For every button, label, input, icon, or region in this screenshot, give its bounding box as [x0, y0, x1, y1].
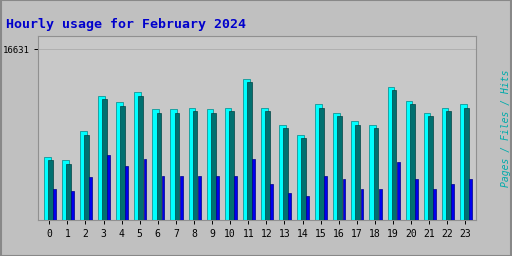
Bar: [351, 121, 358, 220]
Bar: [71, 191, 74, 220]
Bar: [157, 113, 161, 220]
Bar: [325, 176, 327, 220]
Bar: [388, 87, 394, 220]
Bar: [66, 164, 71, 220]
Bar: [80, 131, 87, 220]
Bar: [120, 106, 125, 220]
Bar: [170, 109, 177, 220]
Bar: [469, 179, 472, 220]
Bar: [261, 108, 268, 220]
Bar: [180, 176, 183, 220]
Bar: [134, 92, 141, 220]
Bar: [464, 108, 469, 220]
Text: Hourly usage for February 2024: Hourly usage for February 2024: [6, 18, 246, 31]
Bar: [370, 125, 376, 220]
Bar: [84, 135, 89, 220]
Bar: [379, 189, 381, 220]
Bar: [229, 111, 233, 220]
Bar: [424, 113, 431, 220]
Bar: [44, 157, 51, 220]
Bar: [247, 82, 252, 220]
Bar: [333, 113, 340, 220]
Bar: [216, 176, 219, 220]
Bar: [279, 125, 286, 220]
Bar: [410, 104, 415, 220]
Bar: [89, 177, 92, 220]
Bar: [428, 116, 433, 220]
Bar: [116, 102, 123, 220]
Text: Pages / Files / Hits: Pages / Files / Hits: [501, 69, 511, 187]
Bar: [288, 193, 291, 220]
Bar: [406, 101, 412, 220]
Bar: [143, 159, 146, 220]
Bar: [234, 176, 237, 220]
Bar: [397, 162, 400, 220]
Bar: [415, 179, 418, 220]
Bar: [188, 108, 195, 220]
Bar: [460, 104, 466, 220]
Bar: [207, 109, 214, 220]
Bar: [243, 79, 249, 220]
Bar: [355, 125, 360, 220]
Bar: [306, 196, 309, 220]
Bar: [252, 159, 255, 220]
Bar: [319, 108, 324, 220]
Bar: [62, 161, 69, 220]
Bar: [392, 90, 396, 220]
Bar: [125, 166, 129, 220]
Bar: [138, 95, 143, 220]
Bar: [153, 109, 159, 220]
Bar: [343, 179, 346, 220]
Bar: [98, 95, 105, 220]
Bar: [265, 111, 270, 220]
Bar: [451, 184, 454, 220]
Bar: [211, 113, 216, 220]
Bar: [270, 184, 273, 220]
Bar: [198, 176, 201, 220]
Bar: [283, 128, 288, 220]
Bar: [360, 189, 364, 220]
Bar: [225, 108, 231, 220]
Bar: [297, 135, 304, 220]
Bar: [108, 155, 110, 220]
Bar: [374, 128, 378, 220]
Bar: [53, 189, 56, 220]
Bar: [337, 116, 342, 220]
Bar: [48, 161, 53, 220]
Bar: [193, 111, 198, 220]
Bar: [175, 113, 179, 220]
Bar: [433, 189, 436, 220]
Bar: [315, 104, 322, 220]
Bar: [446, 111, 451, 220]
Bar: [102, 99, 107, 220]
Bar: [442, 108, 449, 220]
Bar: [301, 138, 306, 220]
Bar: [162, 176, 164, 220]
